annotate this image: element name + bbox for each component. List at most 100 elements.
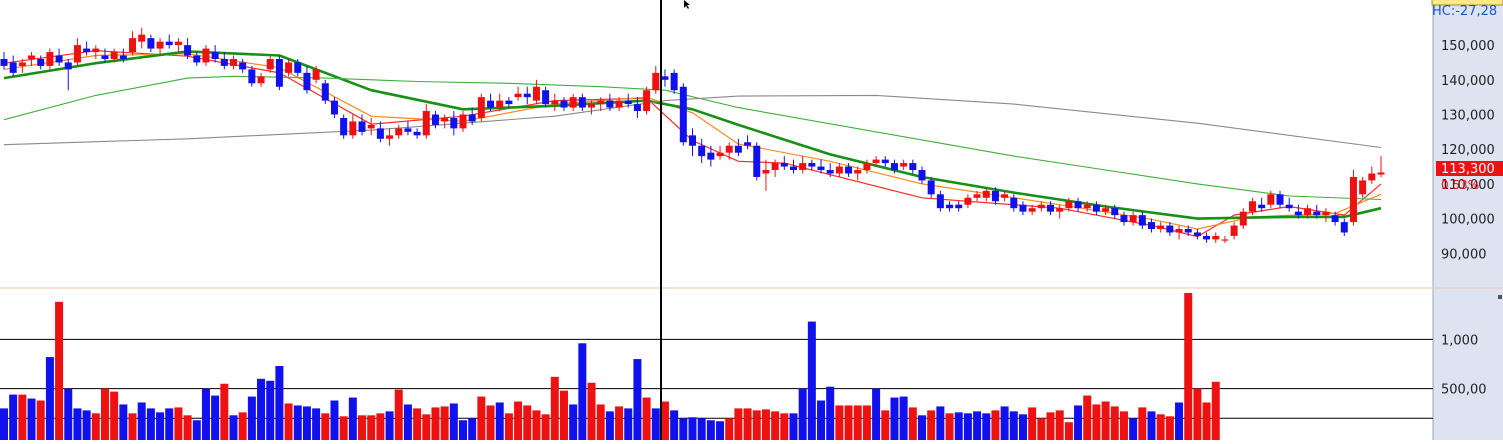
candle-body (973, 194, 981, 198)
volume-bar (881, 410, 890, 440)
mouse-cursor-icon (684, 0, 690, 9)
candle-body (982, 190, 990, 198)
volume-bar (1064, 422, 1073, 440)
volume-bar (459, 420, 467, 440)
candle-body (652, 72, 660, 91)
volume-bar (973, 411, 982, 440)
volume-bar (807, 321, 816, 440)
candle-body (294, 62, 302, 73)
volume-bar (385, 411, 394, 440)
candle-body (202, 48, 210, 63)
candle-body (1258, 204, 1266, 209)
candle-body (330, 100, 338, 115)
candle-body (1304, 208, 1312, 216)
candle-body (1111, 208, 1119, 216)
volume-bar (330, 400, 339, 440)
candle-body (129, 38, 137, 53)
candle-body (1184, 229, 1192, 233)
candle-body (991, 190, 999, 202)
candle-body (514, 93, 522, 98)
volume-bar (339, 416, 348, 440)
candle-body (459, 114, 467, 129)
candle-body (450, 117, 458, 129)
volume-bar (100, 388, 109, 440)
volume-bar (486, 405, 495, 440)
price-tick-label: 130,000 (1441, 109, 1495, 124)
candle-body (55, 55, 63, 63)
volume-bar (468, 418, 477, 440)
candle-body (1157, 225, 1165, 230)
volume-bar (899, 396, 908, 440)
volume-bar (394, 389, 403, 440)
candle-body (689, 135, 696, 146)
candle-body (73, 45, 81, 63)
volume-bar (697, 418, 706, 440)
top-label-tab (1431, 0, 1503, 6)
volume-bar (1009, 411, 1018, 440)
candle-body (946, 204, 954, 209)
candle-body (1239, 211, 1247, 226)
candle-body (138, 34, 146, 42)
volume-bar (477, 396, 486, 440)
candle-body (303, 72, 311, 91)
volume-bar (110, 391, 119, 440)
last-price-badge (1436, 161, 1503, 176)
volume-bar (725, 418, 734, 440)
candle-body (643, 90, 651, 112)
candle-body (578, 97, 586, 108)
volume-bar (844, 405, 853, 440)
candle-body (257, 76, 265, 84)
volume-bar (293, 405, 302, 440)
volume-bar (945, 413, 954, 440)
volume-bar (1018, 414, 1027, 440)
candle-body (1313, 211, 1321, 216)
volume-bar (688, 417, 697, 440)
candle-body (266, 58, 274, 70)
volume-bar (954, 412, 963, 440)
volume-bar (302, 406, 311, 440)
candle-body (1166, 225, 1174, 233)
candle-body (1340, 222, 1348, 233)
volume-bar (1101, 401, 1110, 440)
volume-bar (413, 408, 422, 440)
candle-body (340, 117, 348, 136)
volume-bar (36, 400, 45, 440)
candle-body (1368, 173, 1376, 181)
volume-bar (1138, 407, 1147, 440)
candle-body (230, 58, 237, 66)
volume-bar (211, 395, 220, 440)
volume-tick-label: 500,00 (1441, 383, 1487, 398)
volume-bar (284, 403, 293, 440)
volume-bar (716, 421, 725, 440)
hc-label: HC:-27,28 (1432, 4, 1497, 19)
candle-body (835, 166, 843, 174)
candle-body (1037, 204, 1045, 209)
candle-body (239, 62, 247, 70)
candle-body (1267, 194, 1275, 205)
volume-bar (927, 410, 936, 440)
candle-body (744, 142, 752, 146)
candle-body (1129, 215, 1137, 223)
candle-body (1010, 197, 1018, 209)
candle-body (881, 159, 889, 164)
volume-bar (1110, 406, 1119, 440)
candle-body (1019, 204, 1027, 212)
candle-body (441, 117, 449, 122)
candle-body (1001, 194, 1009, 198)
candle-body (376, 128, 384, 139)
volume-bar (201, 388, 210, 440)
candle-body (964, 197, 972, 205)
volume-bar (119, 404, 128, 440)
volume-bar (963, 413, 972, 440)
candle-body (1276, 194, 1284, 205)
volume-bar (817, 400, 826, 440)
candle-body (1248, 201, 1256, 212)
candle-body (808, 163, 816, 167)
volume-bar (734, 408, 743, 440)
candle-body (588, 104, 596, 108)
candle-body (753, 145, 761, 177)
volume-bar (532, 410, 541, 440)
volume-bar (1193, 388, 1202, 440)
volume-bar (651, 408, 660, 440)
